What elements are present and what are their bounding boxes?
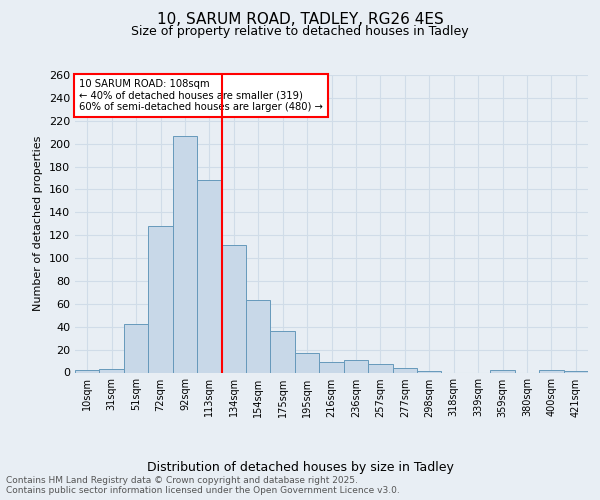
- Text: Contains HM Land Registry data © Crown copyright and database right 2025.: Contains HM Land Registry data © Crown c…: [6, 476, 358, 485]
- Bar: [490, 370, 515, 372]
- Bar: [100, 369, 124, 372]
- Bar: [368, 364, 392, 372]
- Text: Contains public sector information licensed under the Open Government Licence v3: Contains public sector information licen…: [6, 486, 400, 495]
- Bar: [246, 300, 271, 372]
- Text: 10, SARUM ROAD, TADLEY, RG26 4ES: 10, SARUM ROAD, TADLEY, RG26 4ES: [157, 12, 443, 28]
- Bar: [75, 370, 100, 372]
- Bar: [124, 324, 148, 372]
- Text: Distribution of detached houses by size in Tadley: Distribution of detached houses by size …: [146, 461, 454, 474]
- Bar: [319, 362, 344, 372]
- Bar: [392, 368, 417, 372]
- Bar: [148, 226, 173, 372]
- Bar: [197, 180, 221, 372]
- Bar: [271, 332, 295, 372]
- Text: 10 SARUM ROAD: 108sqm
← 40% of detached houses are smaller (319)
60% of semi-det: 10 SARUM ROAD: 108sqm ← 40% of detached …: [79, 79, 323, 112]
- Y-axis label: Number of detached properties: Number of detached properties: [34, 136, 43, 312]
- Bar: [221, 246, 246, 372]
- Text: Size of property relative to detached houses in Tadley: Size of property relative to detached ho…: [131, 25, 469, 38]
- Bar: [295, 353, 319, 372]
- Bar: [539, 370, 563, 372]
- Bar: [344, 360, 368, 372]
- Bar: [173, 136, 197, 372]
